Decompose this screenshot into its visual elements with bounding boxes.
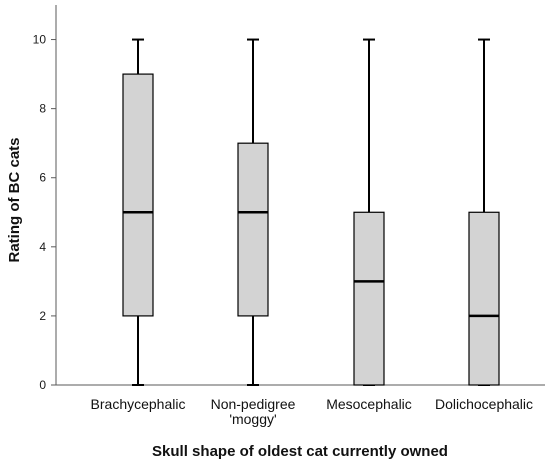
iqr-box	[237, 142, 269, 317]
x-tick-label: Non-pedigree	[211, 396, 296, 412]
box-0	[122, 38, 154, 386]
y-tick-label: 6	[39, 171, 46, 185]
x-axis-tick-labels: Brachycephalic Non-pedigree'moggy' Mesocep…	[91, 396, 534, 427]
x-tick-label: Dolichocephalic	[435, 396, 533, 412]
y-tick-label: 2	[39, 309, 46, 323]
y-tick-label: 0	[39, 378, 46, 392]
x-axis-title: Skull shape of oldest cat currently owne…	[152, 443, 448, 460]
x-tick-label: Mesocephalic	[326, 396, 412, 412]
y-tick-label: 8	[39, 102, 46, 116]
y-tick-label: 10	[33, 33, 47, 47]
box-1	[237, 38, 269, 386]
y-tick-label: 4	[39, 240, 46, 254]
box-2	[353, 38, 385, 386]
iqr-box	[468, 211, 500, 386]
y-axis-ticks: 0 2 4 6 8 10	[33, 33, 56, 392]
x-tick-label: Brachycephalic	[91, 396, 186, 412]
x-tick-label: 'moggy'	[229, 411, 276, 427]
boxes-group	[122, 38, 500, 386]
iqr-box	[353, 211, 385, 386]
iqr-box	[122, 73, 154, 317]
box-3	[468, 38, 500, 386]
y-axis-title: Rating of BC cats	[6, 137, 23, 262]
